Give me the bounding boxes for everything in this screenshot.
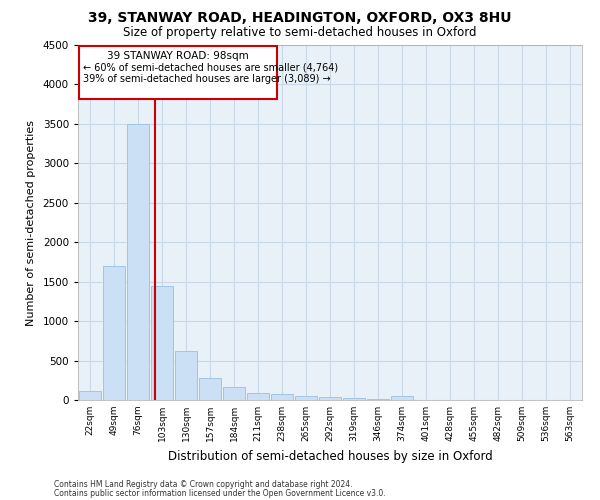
Text: 39 STANWAY ROAD: 98sqm: 39 STANWAY ROAD: 98sqm	[107, 50, 249, 60]
Bar	[343, 398, 365, 400]
Bar	[247, 393, 269, 400]
X-axis label: Distribution of semi-detached houses by size in Oxford: Distribution of semi-detached houses by …	[167, 450, 493, 462]
Bar	[127, 124, 149, 400]
Text: Contains HM Land Registry data © Crown copyright and database right 2024.: Contains HM Land Registry data © Crown c…	[54, 480, 353, 489]
Bar	[367, 399, 389, 400]
Bar	[175, 351, 197, 400]
Text: 39% of semi-detached houses are larger (3,089) →: 39% of semi-detached houses are larger (…	[83, 74, 331, 84]
Bar	[79, 390, 101, 400]
Bar	[319, 397, 341, 400]
Text: 39, STANWAY ROAD, HEADINGTON, OXFORD, OX3 8HU: 39, STANWAY ROAD, HEADINGTON, OXFORD, OX…	[88, 11, 512, 25]
Bar	[295, 396, 317, 400]
Bar	[223, 388, 245, 400]
Text: ← 60% of semi-detached houses are smaller (4,764): ← 60% of semi-detached houses are smalle…	[83, 62, 338, 72]
Text: Size of property relative to semi-detached houses in Oxford: Size of property relative to semi-detach…	[123, 26, 477, 39]
Bar	[391, 396, 413, 400]
Bar	[103, 266, 125, 400]
Bar	[271, 394, 293, 400]
Y-axis label: Number of semi-detached properties: Number of semi-detached properties	[26, 120, 36, 326]
Bar	[199, 378, 221, 400]
Bar	[79, 46, 277, 98]
Bar	[151, 286, 173, 400]
Text: Contains public sector information licensed under the Open Government Licence v3: Contains public sector information licen…	[54, 488, 386, 498]
